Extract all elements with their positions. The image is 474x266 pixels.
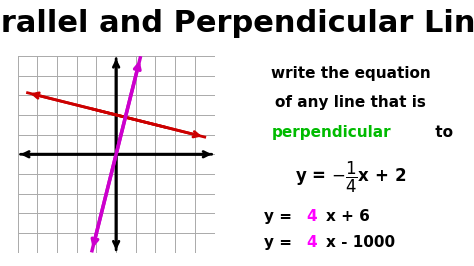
Text: y = $-\dfrac{1}{4}$x + 2: y = $-\dfrac{1}{4}$x + 2 — [295, 160, 406, 196]
Text: Parallel and Perpendicular Lines: Parallel and Perpendicular Lines — [0, 9, 474, 39]
Text: x + 6: x + 6 — [326, 209, 370, 225]
Text: x - 1000: x - 1000 — [326, 235, 395, 250]
Text: write the equation: write the equation — [271, 66, 431, 81]
Text: y =: y = — [264, 235, 298, 250]
Text: of any line that is: of any line that is — [275, 95, 426, 110]
Text: perpendicular: perpendicular — [272, 125, 392, 140]
Text: 4: 4 — [306, 209, 317, 225]
Text: 4: 4 — [306, 235, 317, 250]
Text: y =: y = — [264, 209, 298, 225]
Text: to: to — [429, 125, 453, 140]
